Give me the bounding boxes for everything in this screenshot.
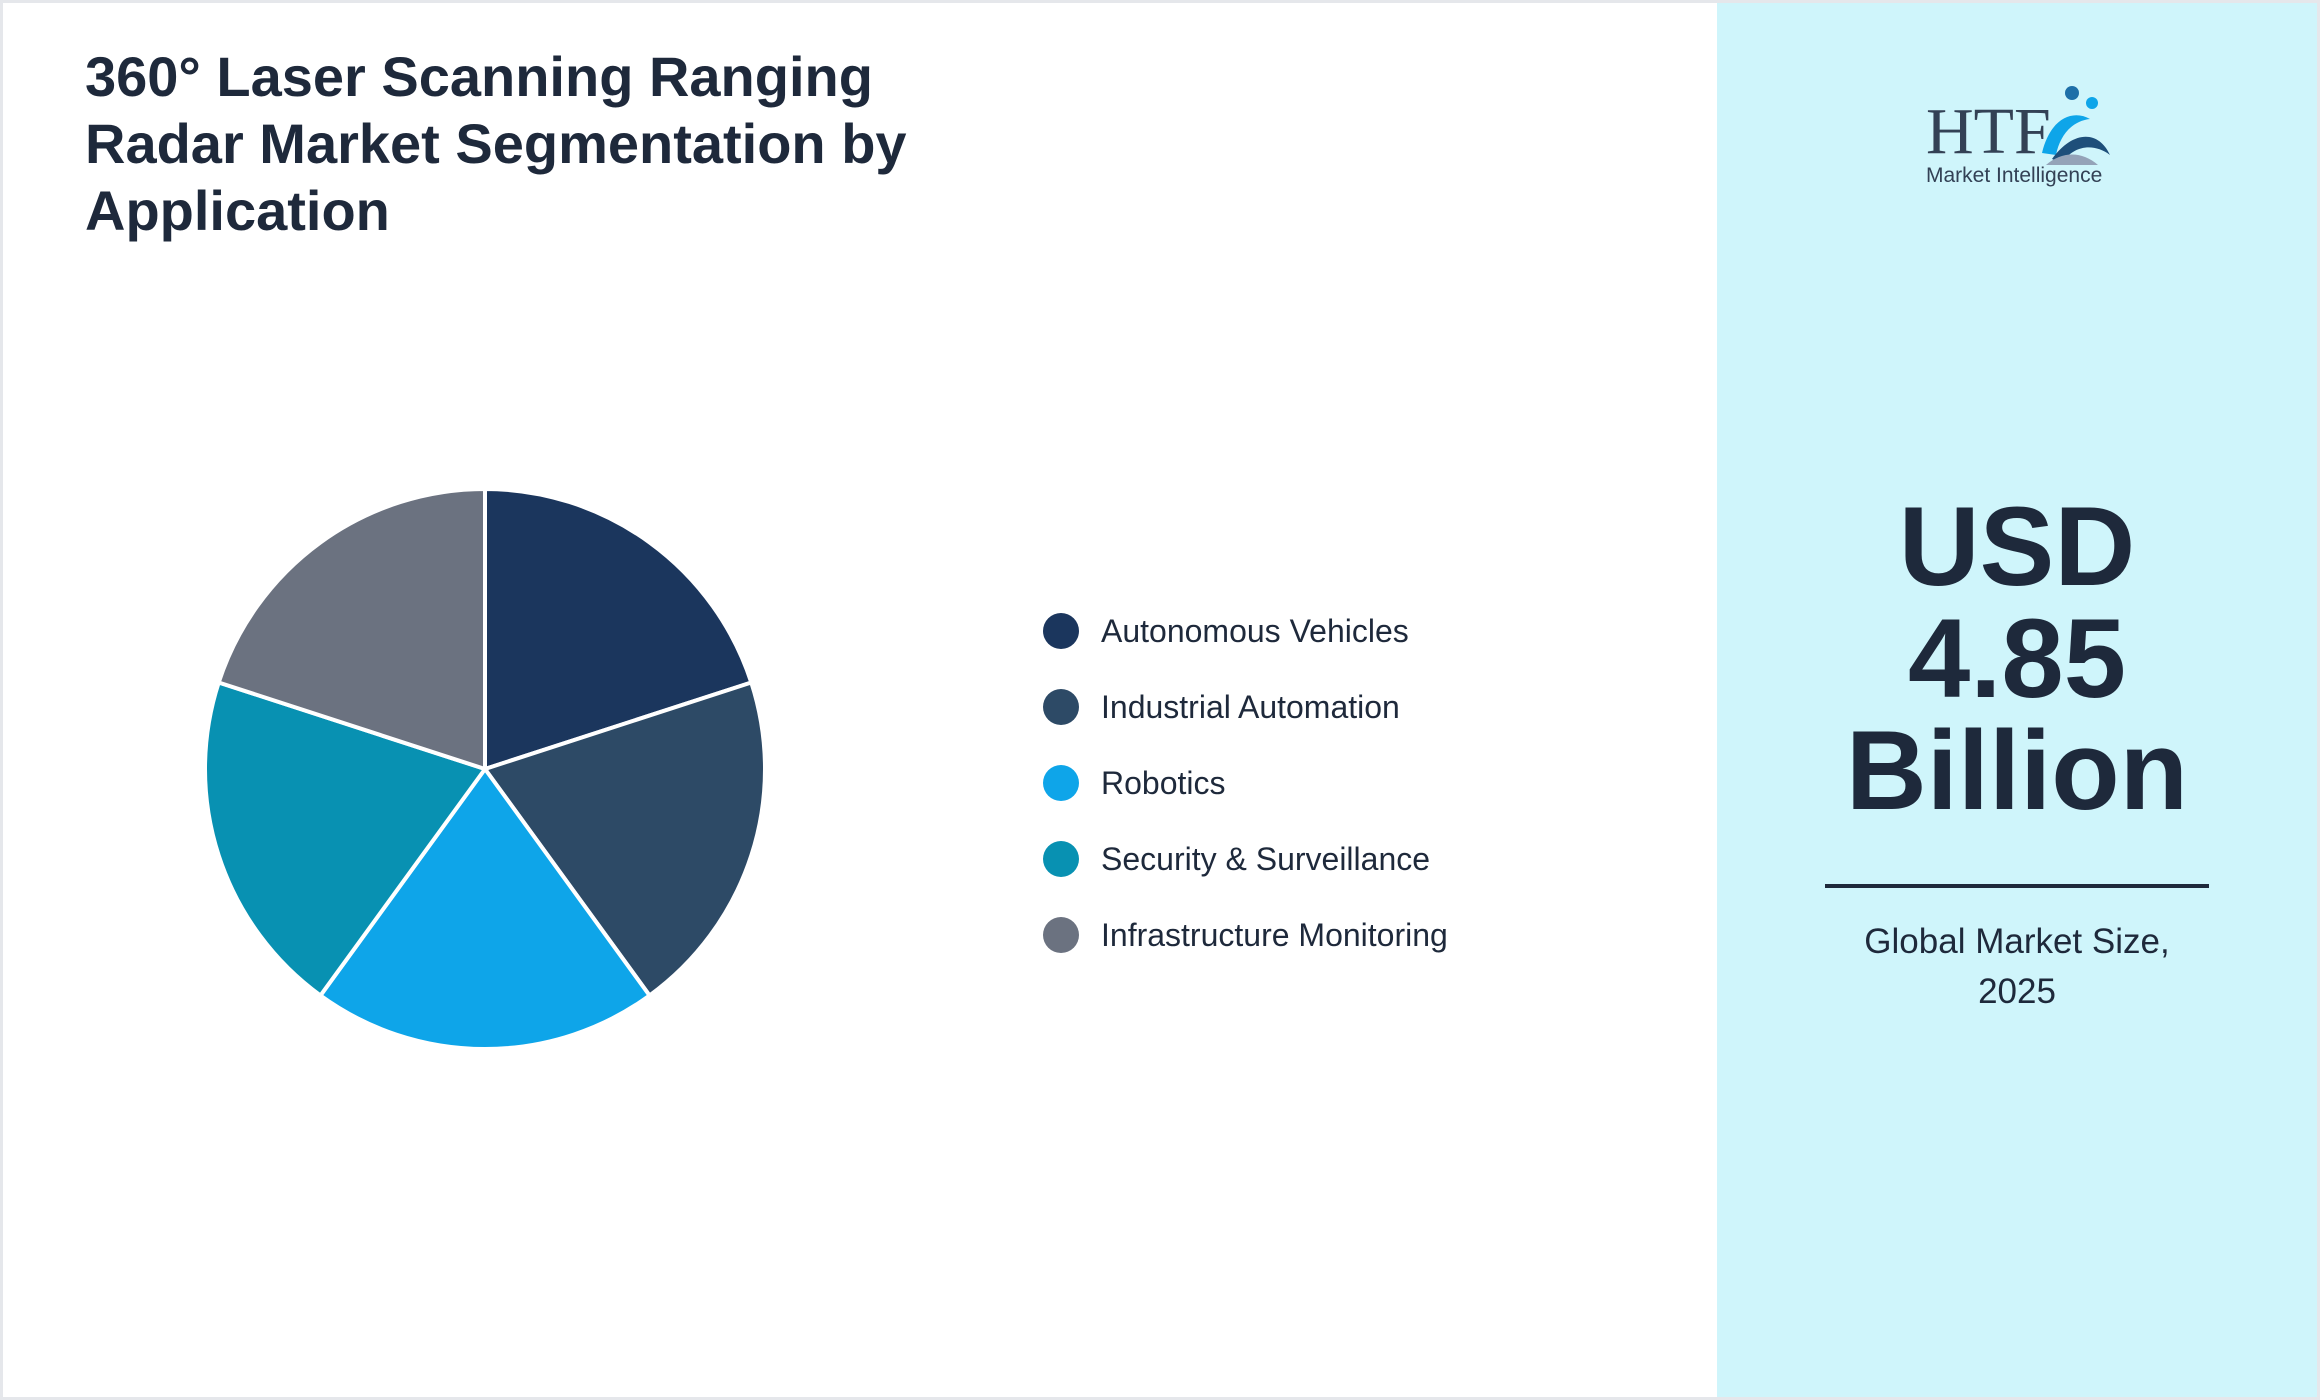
pie-slice-autonomous-vehicles bbox=[483, 487, 754, 771]
chart-title: 360° Laser Scanning Ranging Radar Market… bbox=[85, 45, 907, 242]
market-size-caption: Global Market Size, 2025 bbox=[1777, 917, 2257, 1017]
logo-brand-text: HTF bbox=[1926, 95, 2051, 168]
caption-line: Global Market Size, bbox=[1864, 922, 2170, 961]
caption-year: 2025 bbox=[1978, 972, 2056, 1011]
pie-slice-security-surveillance bbox=[203, 680, 487, 998]
infographic-card: 360° Laser Scanning Ranging Radar Market… bbox=[3, 3, 2317, 1397]
legend-item: Robotics bbox=[1043, 745, 1448, 821]
legend-item: Industrial Automation bbox=[1043, 669, 1448, 745]
market-size-panel: HTF Market Intelligence USD 4.85 Billion… bbox=[1717, 3, 2317, 1397]
pie-slice-industrial-automation bbox=[483, 680, 767, 998]
legend-swatch bbox=[1043, 689, 1079, 725]
legend-swatch bbox=[1043, 841, 1079, 877]
legend-item: Security & Surveillance bbox=[1043, 821, 1448, 897]
legend-item: Infrastructure Monitoring bbox=[1043, 897, 1448, 973]
legend-swatch bbox=[1043, 917, 1079, 953]
pie-slice-robotics bbox=[318, 767, 652, 1051]
market-value-number: 4.85 bbox=[1908, 596, 2126, 721]
legend-swatch bbox=[1043, 613, 1079, 649]
market-value-unit: Billion bbox=[1845, 708, 2189, 833]
market-value: USD 4.85 Billion bbox=[1717, 491, 2317, 827]
htf-logo: HTF Market Intelligence bbox=[1926, 86, 2110, 187]
legend-label: Robotics bbox=[1101, 764, 1226, 801]
legend-swatch bbox=[1043, 765, 1079, 801]
divider bbox=[1825, 884, 2209, 888]
pie-chart bbox=[203, 487, 767, 1051]
legend-label: Security & Surveillance bbox=[1101, 840, 1431, 877]
legend-label: Infrastructure Monitoring bbox=[1101, 916, 1448, 953]
logo-figures-icon bbox=[2042, 86, 2110, 165]
pie-slice-infrastructure-monitoring bbox=[216, 487, 487, 771]
logo-tagline-text: Market Intelligence bbox=[1926, 164, 2102, 187]
chart-panel: 360° Laser Scanning Ranging Radar Market… bbox=[3, 3, 1717, 1397]
chart-legend: Autonomous Vehicles Industrial Automatio… bbox=[1043, 593, 1448, 973]
legend-item: Autonomous Vehicles bbox=[1043, 593, 1448, 669]
legend-label: Industrial Automation bbox=[1101, 688, 1400, 725]
market-value-currency: USD bbox=[1898, 484, 2136, 609]
legend-label: Autonomous Vehicles bbox=[1101, 612, 1409, 649]
